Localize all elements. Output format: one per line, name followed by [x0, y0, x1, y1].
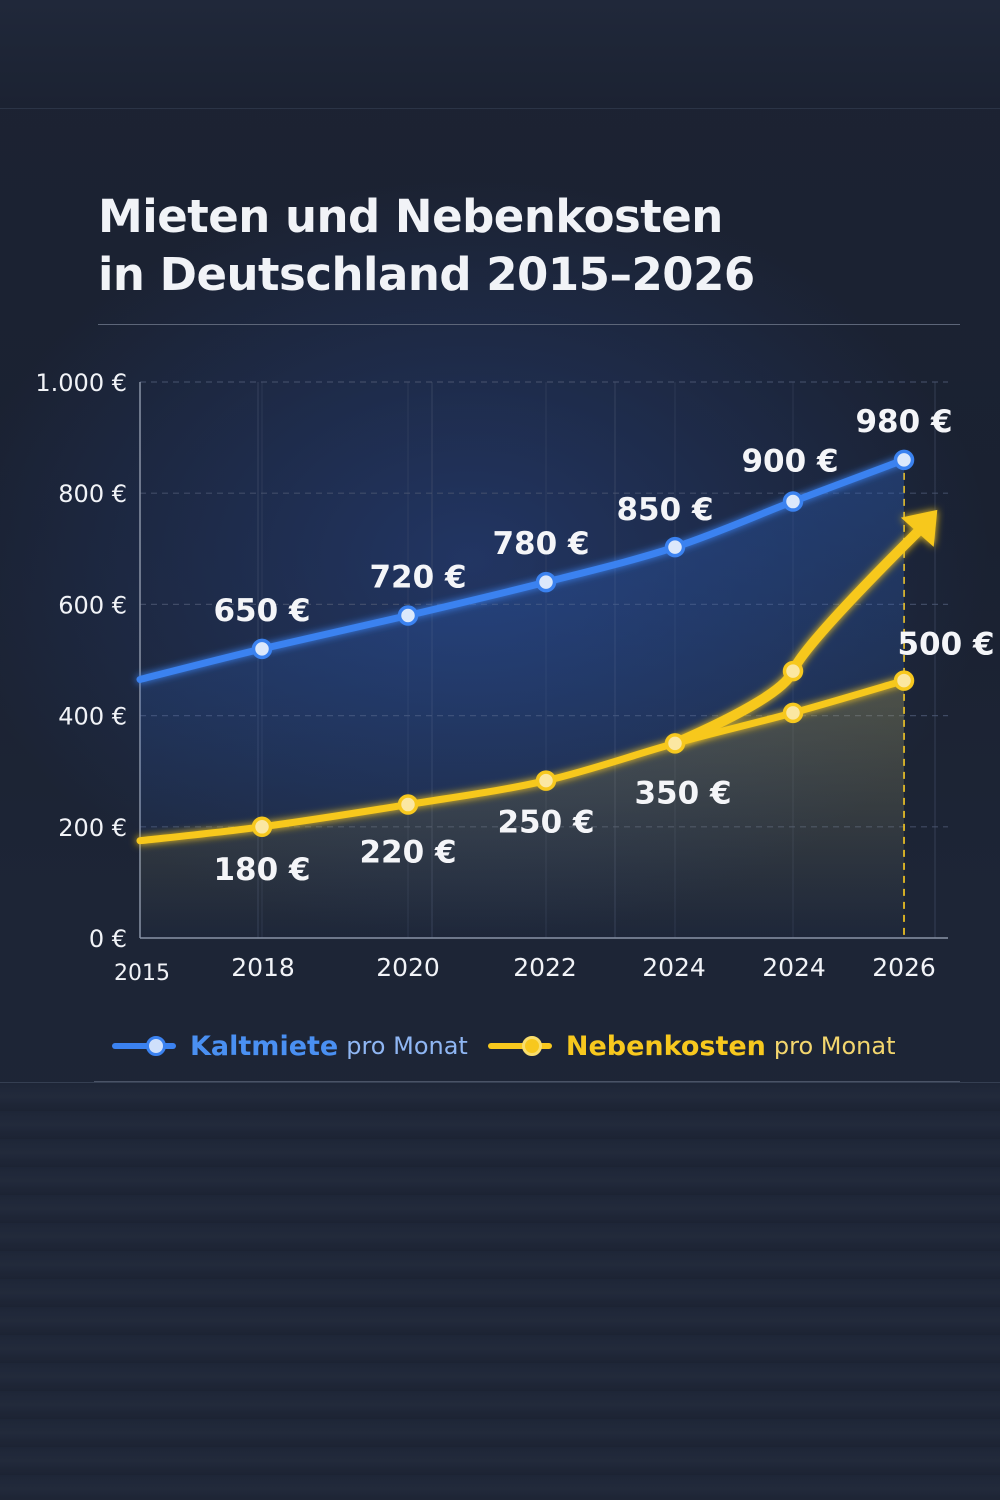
legend-item-nebenkosten: Nebenkosten pro Monat	[487, 1026, 896, 1066]
legend-swatch-kaltmiete	[112, 1026, 176, 1066]
x-tick-label: 2018	[231, 953, 295, 982]
data-point-nebenkosten	[893, 670, 915, 691]
chart-title-line-1: Mieten und Nebenkosten	[98, 190, 723, 243]
data-point-kaltmiete	[893, 449, 915, 471]
data-label-kaltmiete: 720 €	[369, 560, 466, 596]
legend-divider	[94, 1081, 960, 1082]
line-chart: 0 € 200 € 400 € 600 € 800 € 1.000 € 2015 2018 20…	[35, 369, 994, 986]
legend-sub-kaltmiete: pro Monat	[346, 1032, 468, 1060]
data-label-nebenkosten: 250 €	[497, 805, 594, 841]
x-tick-label: 2024	[762, 953, 826, 982]
legend-item-kaltmiete: Kaltmiete pro Monat	[112, 1026, 468, 1066]
legend-label-nebenkosten: Nebenkosten	[565, 1030, 766, 1062]
top-band	[0, 0, 1000, 109]
legend-label-kaltmiete: Kaltmiete	[190, 1030, 339, 1062]
data-point-kaltmiete	[535, 571, 557, 593]
data-label-kaltmiete: 780 €	[492, 526, 589, 562]
y-tick-label: 800 €	[58, 480, 127, 508]
y-tick-label: 1.000 €	[35, 369, 127, 397]
x-tick-label: 2020	[376, 953, 440, 982]
x-tick-label: 2026	[872, 953, 936, 982]
data-label-kaltmiete: 980 €	[855, 404, 952, 440]
x-tick-label: 2024	[642, 953, 706, 982]
y-tick-label: 600 €	[58, 591, 127, 619]
y-tick-label: 0 €	[89, 925, 127, 953]
x-tick-label: 2015	[114, 961, 170, 986]
data-point-nebenkosten	[782, 702, 804, 724]
trend-arrow-point	[782, 660, 804, 682]
title-divider	[98, 324, 960, 325]
trend-arrow-head	[900, 509, 938, 547]
bottom-band	[0, 1082, 1000, 1500]
legend-swatch-nebenkosten	[487, 1026, 552, 1066]
data-label-kaltmiete: 650 €	[213, 593, 310, 629]
data-point-nebenkosten	[397, 794, 419, 815]
chart-title-line-2: in Deutschland 2015–2026	[98, 248, 755, 301]
data-point-kaltmiete	[782, 491, 804, 512]
legend-sub-nebenkosten: pro Monat	[773, 1032, 896, 1060]
chart-title: Mieten und Nebenkosten in Deutschland 20…	[98, 188, 918, 304]
data-label-nebenkosten: 350 €	[634, 775, 731, 811]
data-point-kaltmiete	[397, 605, 419, 626]
y-tick-label: 200 €	[58, 814, 127, 842]
data-point-nebenkosten	[535, 770, 557, 791]
data-label-nebenkosten: 500 €	[897, 627, 994, 663]
data-label-nebenkosten: 220 €	[359, 835, 456, 871]
legend: Kaltmiete pro Monat Nebenkosten pro Mona…	[112, 1026, 916, 1066]
data-point-nebenkosten	[251, 816, 273, 838]
y-tick-label: 400 €	[58, 703, 127, 731]
data-label-kaltmiete: 900 €	[741, 444, 838, 480]
data-point-kaltmiete	[664, 536, 686, 558]
series-area-nebenkosten	[140, 680, 904, 938]
data-label-nebenkosten: 180 €	[213, 852, 310, 888]
data-label-kaltmiete: 850 €	[616, 492, 713, 528]
x-tick-label: 2022	[513, 953, 577, 982]
data-point-nebenkosten	[664, 733, 686, 754]
data-point-kaltmiete	[251, 638, 273, 660]
